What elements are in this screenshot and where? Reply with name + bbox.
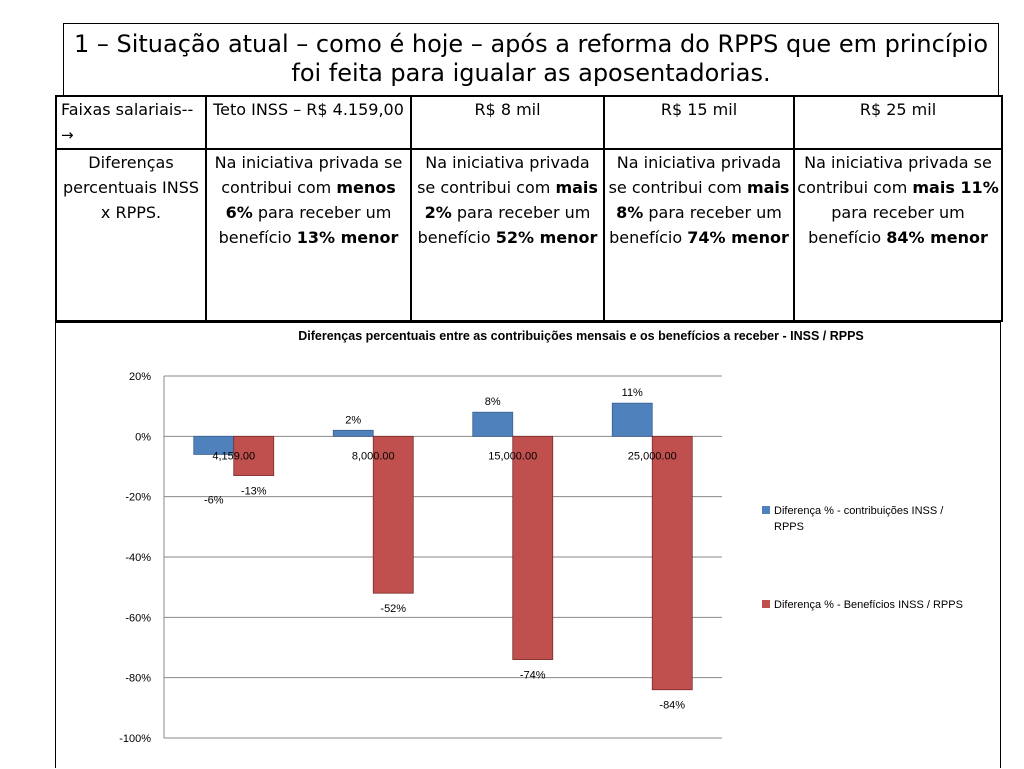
bar-contrib <box>332 429 374 437</box>
y-tick-label: -60% <box>125 612 151 624</box>
table-cell: Na iniciativa privada se contribui com m… <box>793 148 1003 322</box>
legend-label: Diferença % - Benefícios INSS / RPPS <box>774 599 963 611</box>
bar-benef <box>372 435 414 594</box>
legend-swatch <box>762 600 770 608</box>
cell-text: para receber um benefício <box>218 203 392 247</box>
cell-bold-benef: 52% menor <box>495 228 598 247</box>
data-label: -74% <box>520 670 546 682</box>
table-cell: Na iniciativa privada se contribui com m… <box>603 148 795 322</box>
table-header-row: Faixas salariais-- → Teto INSS – R$ 4.159… <box>55 95 1003 150</box>
y-tick-label: 20% <box>129 371 151 383</box>
header-faixas-label: Faixas salariais-- <box>61 100 194 119</box>
right-arrow-icon: → <box>61 126 74 144</box>
cell-bold-contrib: mais 2% <box>424 178 598 222</box>
x-tick-label: 25,000.00 <box>628 450 677 462</box>
cell-bold-contrib: mais 11% <box>912 178 999 197</box>
table-cell: Na iniciativa privada se contribui com m… <box>205 148 412 322</box>
salary-comparison-table: Faixas salariais-- → Teto INSS – R$ 4.159… <box>55 95 1003 322</box>
chart-title: Diferenças percentuais entre as contribu… <box>298 329 864 343</box>
y-tick-label: -40% <box>125 552 151 564</box>
cell-text: para receber um benefício <box>808 203 965 247</box>
cell-bold-benef: 74% menor <box>687 228 789 247</box>
data-label: -84% <box>659 700 685 712</box>
bar-contrib <box>472 411 514 437</box>
chart-frame: Diferenças percentuais entre as contribu… <box>55 322 1001 768</box>
y-tick-label: -80% <box>125 673 151 685</box>
data-label: 11% <box>622 387 643 399</box>
cell-bold-contrib: menos 6% <box>225 178 396 222</box>
data-label: -6% <box>204 494 224 506</box>
cell-text: Na iniciativa privada se contribui com <box>417 153 590 197</box>
cell-bold-benef: 13% menor <box>296 228 399 247</box>
table-cell: Na iniciativa privada se contribui com m… <box>410 148 605 322</box>
table-row: Diferenças percentuais INSS x RPPS. Na i… <box>55 148 1003 322</box>
cell-bold-benef: 84% menor <box>886 228 988 247</box>
row-label: Diferenças percentuais INSS x RPPS. <box>55 148 207 322</box>
header-15-mil: R$ 15 mil <box>603 95 795 150</box>
cell-text: Na iniciativa privada se contribui com <box>608 153 782 197</box>
header-8-mil: R$ 8 mil <box>410 95 605 150</box>
bar-benef <box>512 435 554 660</box>
bar-benef <box>651 435 693 691</box>
header-25-mil: R$ 25 mil <box>793 95 1003 150</box>
x-tick-label: 8,000.00 <box>352 450 395 462</box>
cell-text: para receber um benefício <box>417 203 591 247</box>
cell-text: Na iniciativa privada se contribui com <box>797 153 992 197</box>
bar-benef <box>233 435 275 476</box>
bar-contrib <box>611 402 653 437</box>
cell-bold-contrib: mais 8% <box>616 178 790 222</box>
x-tick-label: 4,159.00 <box>212 450 255 462</box>
data-label: 2% <box>345 414 361 426</box>
data-label: -52% <box>380 603 406 615</box>
legend-label: Diferença % - contribuições INSS / RPPS <box>774 505 944 533</box>
header-faixas-salariais: Faixas salariais-- → <box>55 95 207 150</box>
bar-chart: Diferenças percentuais entre as contribu… <box>119 329 963 745</box>
header-teto-inss: Teto INSS – R$ 4.159,00 <box>205 95 412 150</box>
cell-text: Na iniciativa privada se contribui com <box>214 153 403 197</box>
y-tick-label: 0% <box>135 431 151 443</box>
y-tick-label: -100% <box>119 733 151 745</box>
x-tick-label: 15,000.00 <box>488 450 537 462</box>
data-label: -13% <box>241 486 267 498</box>
data-label: 8% <box>485 396 501 408</box>
slide-title: 1 – Situação atual – como é hoje – após … <box>63 23 999 96</box>
legend-swatch <box>762 506 770 514</box>
cell-text: para receber um benefício <box>609 203 782 247</box>
y-tick-label: -20% <box>125 492 151 504</box>
